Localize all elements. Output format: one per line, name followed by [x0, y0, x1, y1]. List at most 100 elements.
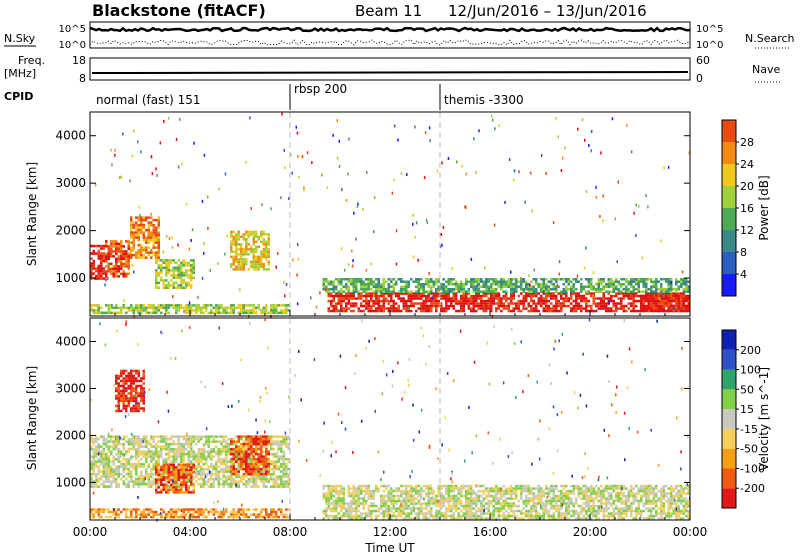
power-cell: [630, 290, 633, 293]
power-cell: [365, 299, 368, 303]
velocity-cell: [107, 450, 110, 453]
power-cell: [460, 299, 463, 303]
power-cell: [287, 309, 290, 312]
power-cell: [485, 278, 488, 281]
power-cell: [457, 290, 460, 293]
power-cell: [235, 260, 238, 264]
velocity-cell: [110, 465, 113, 468]
velocity-cell: [95, 440, 98, 443]
velocity-cell: [387, 512, 390, 515]
power-cell: [515, 302, 518, 305]
power-cell: [337, 294, 340, 298]
velocity-cell: [350, 512, 353, 515]
power-cell: [600, 290, 603, 293]
power-cell: [382, 297, 385, 300]
velocity-cell: [277, 442, 280, 446]
velocity-cell: [370, 502, 373, 505]
velocity-cell: [105, 460, 108, 463]
velocity-cell: [255, 445, 258, 448]
velocity-cell: [117, 377, 120, 380]
power-cell: [382, 302, 385, 305]
velocity-cell: [367, 492, 370, 495]
velocity-cell: [140, 462, 143, 466]
power-cell: [370, 283, 373, 286]
velocity-cell: [135, 465, 138, 468]
power-cell: [515, 280, 518, 283]
velocity-cell: [107, 475, 110, 478]
velocity-cell: [437, 514, 440, 518]
power-cell: [162, 306, 165, 310]
power-cell: [560, 302, 563, 305]
velocity-cell: [135, 369, 138, 373]
freq-trace: [91, 71, 689, 74]
power-cell: [367, 288, 370, 291]
power-cell: [230, 306, 233, 310]
velocity-cell: [342, 497, 345, 500]
power-cell: [617, 283, 620, 286]
power-cell: [97, 269, 100, 273]
velocity-cell: [262, 462, 265, 466]
velocity-cell: [370, 509, 373, 513]
velocity-cell: [152, 445, 155, 448]
power-cell: [375, 307, 378, 310]
velocity-cell: [335, 514, 338, 518]
power-speckle: [129, 179, 131, 183]
power-cell: [240, 263, 243, 266]
power-speckle: [630, 150, 633, 154]
power-cell: [660, 309, 663, 313]
power-cell: [527, 294, 530, 298]
velocity-cell: [410, 487, 413, 490]
velocity-cell: [182, 481, 185, 484]
power-cell: [600, 304, 603, 308]
power-cell: [255, 235, 258, 239]
power-cell: [562, 283, 565, 286]
power-cell: [367, 294, 370, 298]
power-cell: [150, 248, 153, 252]
power-cell: [520, 280, 523, 283]
power-cell: [255, 306, 258, 310]
power-speckle: [465, 205, 467, 209]
velocity-cell: [137, 409, 140, 413]
velocity-cell: [215, 475, 218, 478]
power-cell: [237, 268, 240, 271]
velocity-cell: [255, 475, 258, 478]
power-cell: [95, 311, 98, 315]
power-cell: [242, 309, 245, 312]
velocity-cell: [417, 494, 420, 498]
velocity-cell: [192, 457, 195, 461]
power-cell: [457, 299, 460, 303]
power-cell: [470, 285, 473, 288]
power-cell: [520, 288, 523, 291]
power-cell: [115, 252, 118, 256]
power-cell: [345, 309, 348, 313]
velocity-cell: [400, 504, 403, 508]
power-cell: [450, 297, 453, 300]
power-cell: [427, 309, 430, 313]
power-cell: [242, 263, 245, 266]
power-cell: [352, 292, 355, 295]
power-cell: [432, 297, 435, 300]
power-cell: [175, 286, 178, 290]
power-speckle: [283, 280, 285, 284]
power-cell: [417, 283, 420, 286]
velocity-cell: [117, 472, 120, 476]
power-cell: [515, 288, 518, 291]
power-cell: [230, 265, 233, 269]
power-cell: [360, 294, 363, 298]
velocity-cell: [157, 457, 160, 461]
velocity-cell: [405, 517, 408, 520]
velocity-cell: [115, 442, 118, 446]
velocity-cell: [432, 492, 435, 495]
power-speckle: [338, 309, 340, 312]
velocity-cell: [97, 442, 100, 446]
power-cell: [180, 261, 183, 265]
velocity-cell: [412, 497, 415, 500]
velocity-cell: [267, 477, 270, 481]
velocity-cell: [237, 460, 240, 463]
power-cell: [237, 238, 240, 241]
power-cell: [575, 309, 578, 313]
power-cell: [372, 309, 375, 313]
power-speckle: [351, 249, 353, 253]
velocity-cell: [105, 442, 108, 446]
velocity-cell: [122, 402, 125, 405]
